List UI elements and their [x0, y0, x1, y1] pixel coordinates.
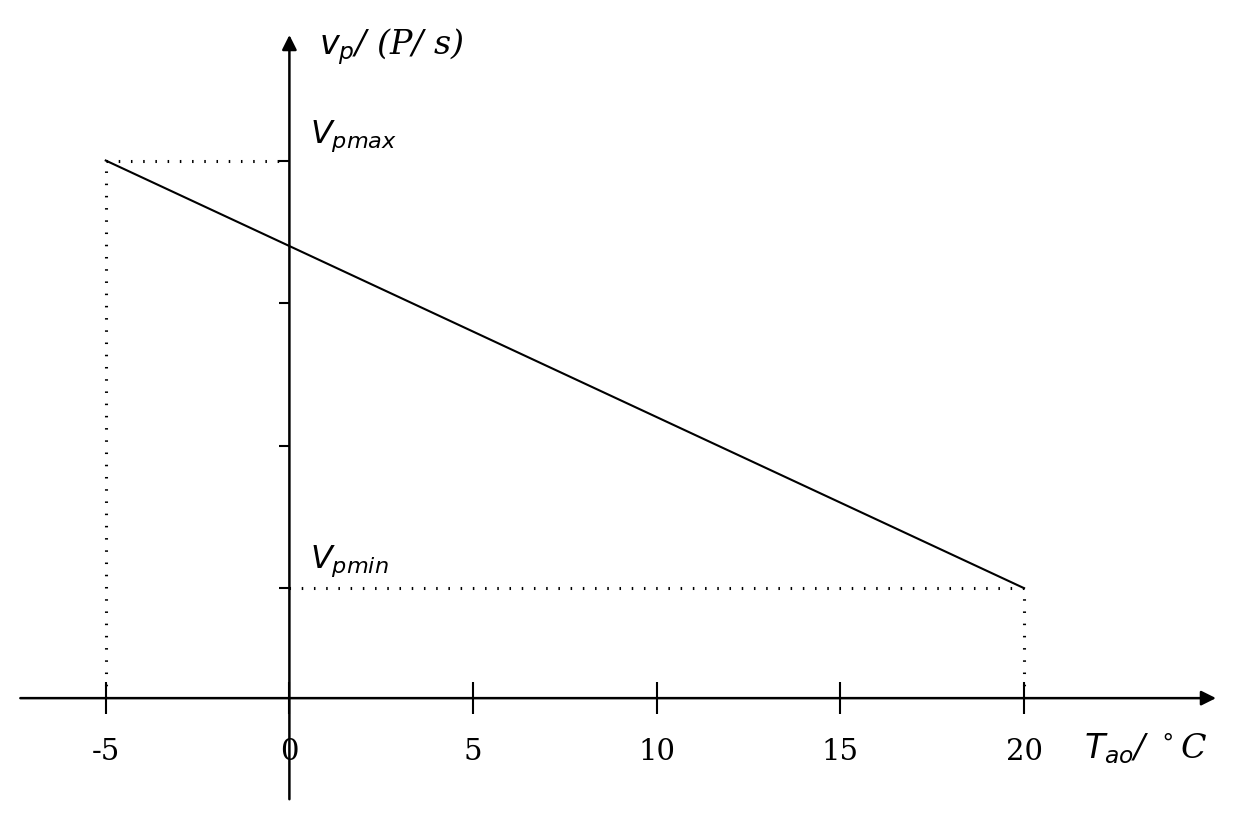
Text: 10: 10	[639, 738, 676, 766]
Text: $T_{ao}$/ $^\circ$C: $T_{ao}$/ $^\circ$C	[1084, 732, 1208, 766]
Text: 15: 15	[822, 738, 859, 766]
Text: 5: 5	[464, 738, 482, 766]
Text: 20: 20	[1006, 738, 1043, 766]
Text: $V_{pmin}$: $V_{pmin}$	[310, 543, 388, 579]
Text: 0: 0	[280, 738, 299, 766]
Text: -5: -5	[92, 738, 120, 766]
Text: $V_{pmax}$: $V_{pmax}$	[310, 119, 397, 155]
Text: $v_p$/ (P/ s): $v_p$/ (P/ s)	[319, 26, 464, 67]
